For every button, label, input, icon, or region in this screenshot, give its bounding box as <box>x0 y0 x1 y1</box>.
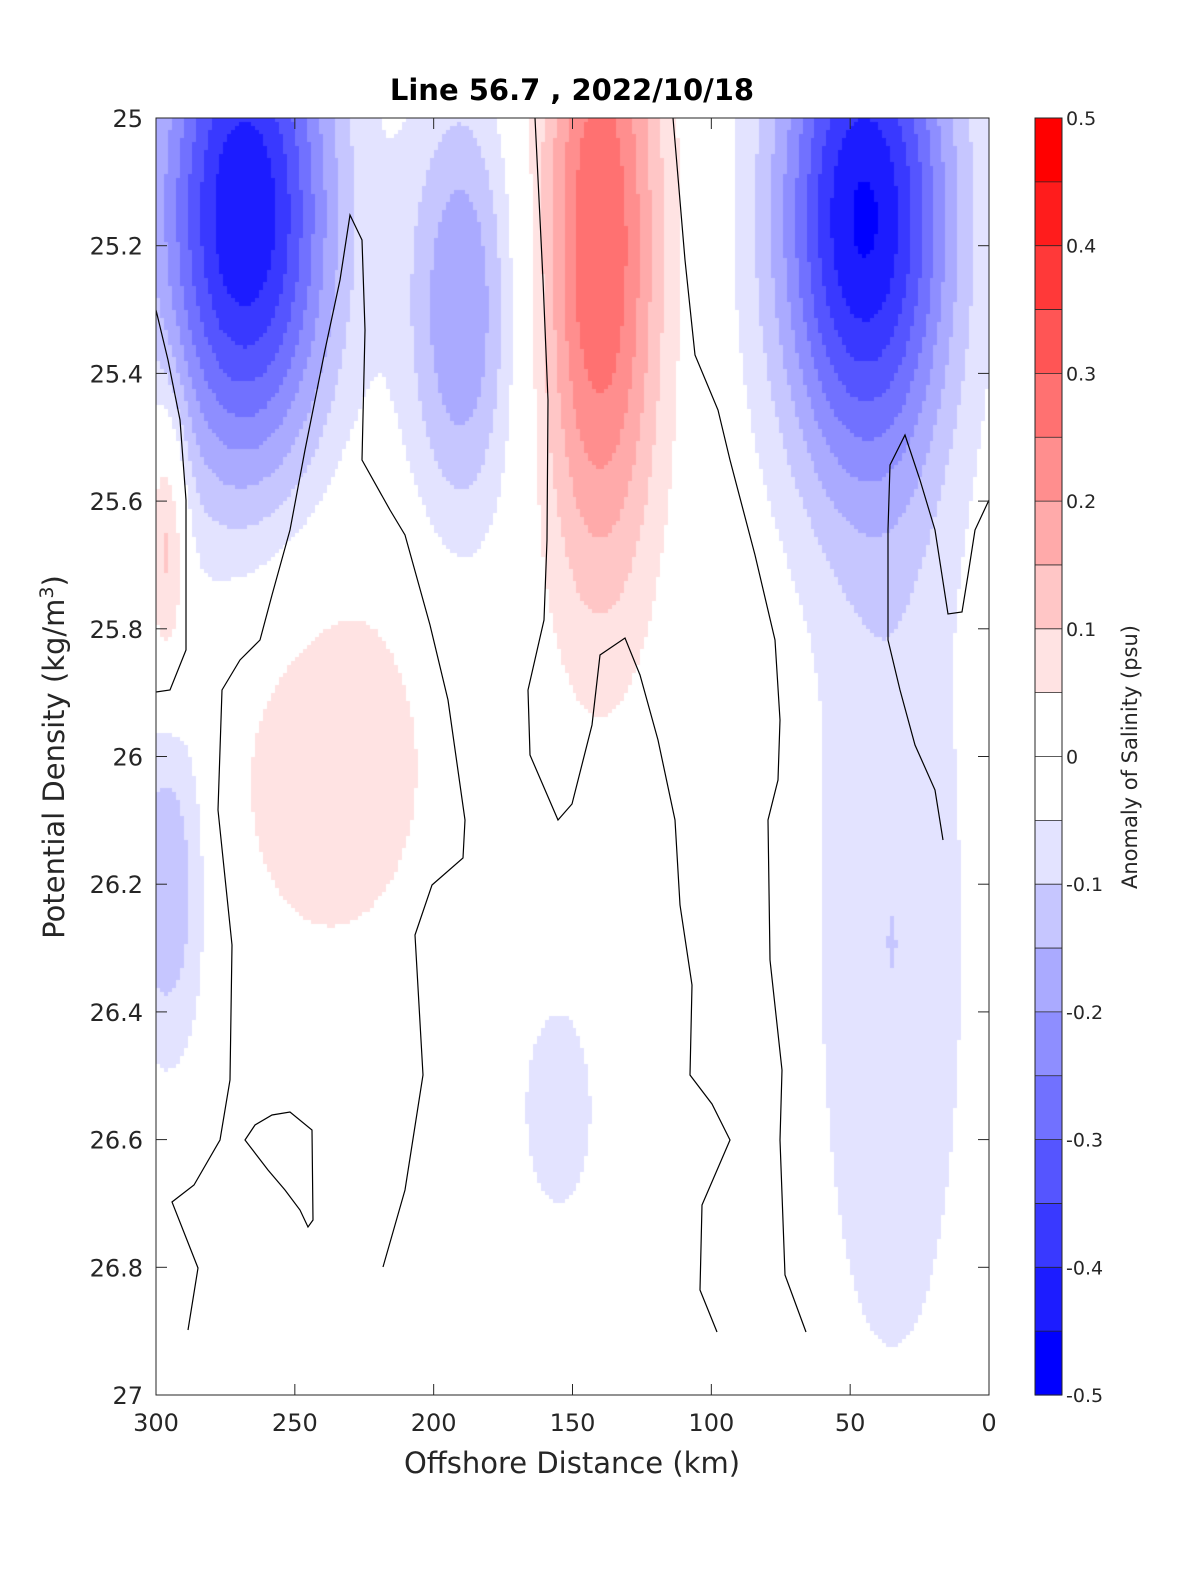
x-axis-title: Offshore Distance (km) <box>404 1446 740 1480</box>
colorbar-frame <box>1034 117 1063 1396</box>
colorbar-swatch <box>1035 181 1062 247</box>
chart-title: Line 56.7 , 2022/10/18 <box>390 73 754 107</box>
colorbar-swatch <box>1035 1267 1062 1332</box>
plot-area <box>155 117 990 1396</box>
y-tick-label: 27 <box>112 1382 143 1410</box>
colorbar-swatch <box>1035 1075 1062 1141</box>
colorbar-swatch <box>1035 1331 1062 1396</box>
zero-contour-lines <box>156 118 989 1333</box>
colorbar-swatch <box>1035 373 1062 438</box>
colorbar-tick-label: -0.1 <box>1066 874 1103 896</box>
y-axis-title: Potential Density (kg/m3) <box>36 575 71 939</box>
y-tick-label: 26 <box>112 744 143 772</box>
colorbar-tick-label: 0.3 <box>1066 363 1096 385</box>
colorbar-tick-label: -0.2 <box>1066 1002 1103 1024</box>
y-tick-label: 26.4 <box>90 999 143 1027</box>
y-tick-label: 26.2 <box>90 871 143 899</box>
y-tick-label: 26.6 <box>90 1127 143 1155</box>
colorbar-tick-label: 0.4 <box>1066 236 1096 258</box>
colorbar-tick-label: 0.2 <box>1066 491 1096 513</box>
colorbar-swatch <box>1035 501 1062 566</box>
y-tick-label: 25.8 <box>90 616 143 644</box>
y-tick-label: 25.4 <box>90 360 143 388</box>
x-tick-label: 50 <box>835 1409 866 1437</box>
y-tick-label: 25.2 <box>90 233 143 261</box>
salinity-anomaly-field <box>156 118 989 1395</box>
colorbar-tick-label: 0 <box>1066 747 1078 769</box>
zero-contour-line <box>171 212 466 1331</box>
colorbar-swatch <box>1035 948 1062 1013</box>
colorbar-swatch <box>1035 756 1062 821</box>
colorbar-swatch <box>1035 1011 1062 1077</box>
x-tick-label: 0 <box>981 1409 996 1437</box>
zero-contour-line <box>156 309 187 693</box>
colorbar-swatch <box>1035 1139 1062 1205</box>
colorbar-tick-label: -0.3 <box>1066 1130 1103 1152</box>
y-axis: 25 25.2 25.4 25.6 25.8 26 26.2 26.4 26.6 26.8 27 <box>90 105 989 1410</box>
x-tick-label: 100 <box>688 1409 734 1437</box>
x-tick-label: 300 <box>133 1409 179 1437</box>
zero-contour-line <box>527 118 731 1333</box>
colorbar-swatch <box>1035 245 1062 311</box>
y-tick-label: 25 <box>112 105 143 133</box>
colorbar-swatch <box>1035 118 1062 183</box>
y-tick-label: 26.8 <box>90 1254 143 1282</box>
colorbar-swatch <box>1035 1203 1062 1268</box>
x-tick-label: 250 <box>272 1409 318 1437</box>
colorbar-tick-label: 0.5 <box>1066 108 1096 130</box>
zero-contour-line <box>244 1111 314 1229</box>
zero-contour-line <box>672 118 807 1333</box>
colorbar-swatch <box>1035 884 1062 949</box>
y-tick-label: 25.6 <box>90 488 143 516</box>
colorbar-tick-label: 0.1 <box>1066 619 1096 641</box>
colorbar-swatch <box>1035 437 1062 502</box>
colorbar-swatch <box>1035 628 1062 694</box>
colorbar-swatch <box>1035 692 1062 758</box>
zero-contour-line <box>887 433 989 841</box>
colorbar-tick-label: -0.4 <box>1066 1257 1103 1279</box>
colorbar: 0.5 0.4 0.3 0.2 0.1 0 -0.1 -0.2 -0.3 -0.4 -0.5 <box>1034 108 1103 1407</box>
x-tick-label: 200 <box>411 1409 457 1437</box>
colorbar-swatch <box>1035 820 1062 885</box>
colorbar-swatch <box>1035 309 1062 374</box>
colorbar-swatch <box>1035 564 1062 630</box>
colorbar-title: Anomaly of Salinity (psu) <box>1118 625 1142 889</box>
x-tick-label: 150 <box>550 1409 596 1437</box>
colorbar-tick-label: -0.5 <box>1066 1385 1103 1407</box>
x-axis: 300 250 200 150 100 50 0 <box>133 118 997 1437</box>
